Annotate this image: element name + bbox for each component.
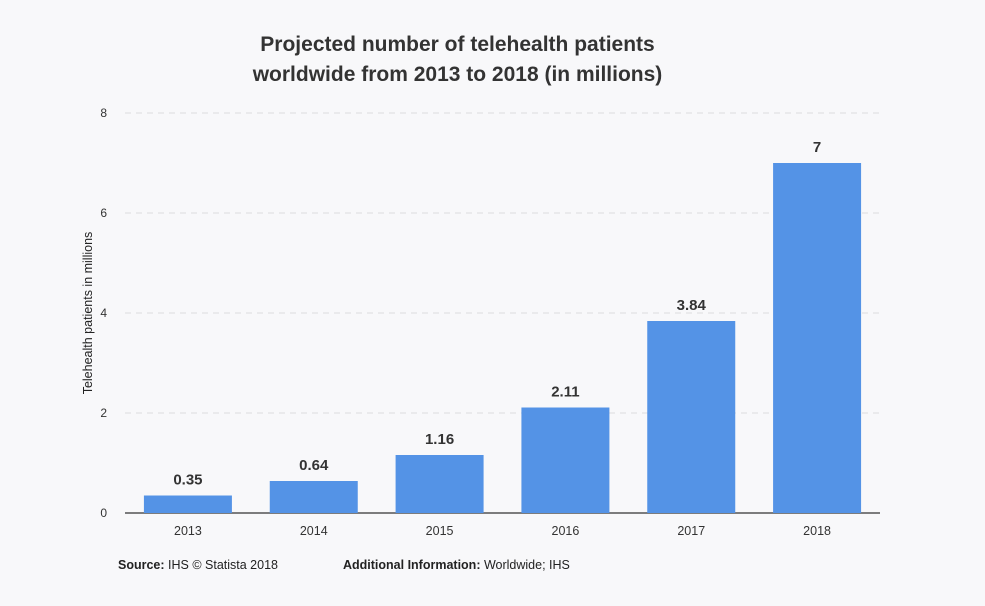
source-label: Source: <box>118 558 165 572</box>
y-tick-label: 4 <box>100 306 107 320</box>
y-axis-title: Telehealth patients in millions <box>81 232 95 395</box>
data-label-2017: 3.84 <box>677 297 707 314</box>
bar-2016 <box>521 407 610 513</box>
additional-info-note: Additional Information: Worldwide; IHS <box>343 558 570 572</box>
x-tick-label: 2014 <box>300 524 328 538</box>
x-tick-label: 2018 <box>803 524 831 538</box>
bar-2015 <box>395 455 484 513</box>
data-label-2016: 2.11 <box>551 384 579 401</box>
y-tick-label: 0 <box>100 506 107 520</box>
bar-2013 <box>143 495 232 513</box>
data-label-2013: 0.35 <box>173 472 202 489</box>
bar-2014 <box>269 481 358 513</box>
source-text: IHS © Statista 2018 <box>164 558 278 572</box>
bar-2018 <box>773 163 862 513</box>
data-label-2015: 1.16 <box>425 431 454 448</box>
bar-2017 <box>647 321 736 513</box>
chart-title: Projected number of telehealth patients … <box>0 30 915 90</box>
data-label-2018: 7 <box>813 139 821 156</box>
x-tick-label: 2016 <box>552 524 580 538</box>
y-tick-label: 6 <box>100 206 107 220</box>
x-tick-label: 2017 <box>677 524 705 538</box>
data-label-2014: 0.64 <box>299 457 329 474</box>
y-tick-label: 8 <box>100 106 107 120</box>
x-tick-label: 2013 <box>174 524 202 538</box>
additional-info-text: Worldwide; IHS <box>480 558 570 572</box>
chart-title-line-2: worldwide from 2013 to 2018 (in millions… <box>252 63 663 86</box>
source-note: Source: IHS © Statista 2018 <box>118 558 278 572</box>
y-tick-label: 2 <box>100 406 107 420</box>
additional-info-label: Additional Information: <box>343 558 481 572</box>
chart-title-line-1: Projected number of telehealth patients <box>260 33 655 56</box>
x-tick-label: 2015 <box>426 524 454 538</box>
